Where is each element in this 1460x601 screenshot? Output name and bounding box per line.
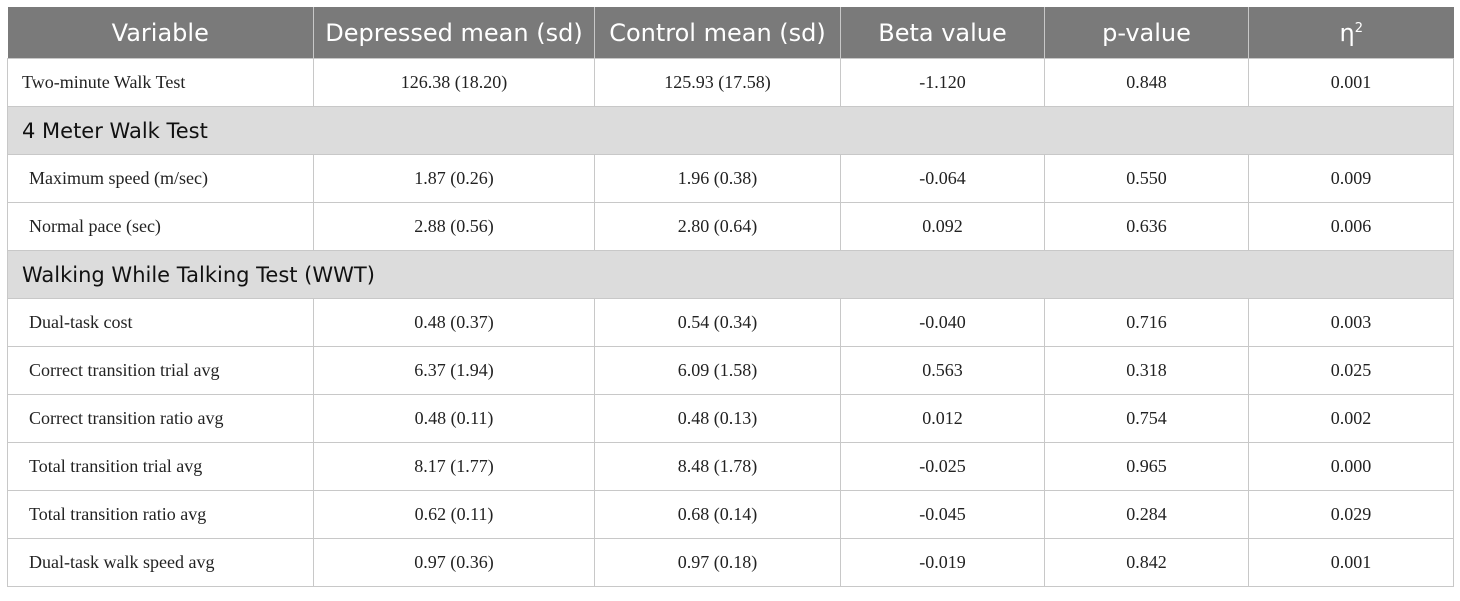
cell-beta: -0.040 <box>840 298 1045 347</box>
cell-eta2: 0.009 <box>1248 154 1454 203</box>
header-control-mean: Control mean (sd) <box>594 7 841 59</box>
cell-beta: 0.563 <box>840 346 1045 395</box>
cell-depressed: 6.37 (1.94) <box>313 346 595 395</box>
cell-variable: Maximum speed (m/sec) <box>7 154 314 203</box>
cell-p: 0.965 <box>1044 442 1249 491</box>
cell-variable: Total transition trial avg <box>7 442 314 491</box>
cell-variable: Dual-task walk speed avg <box>7 538 314 587</box>
cell-beta: 0.092 <box>840 202 1045 251</box>
header-variable: Variable <box>7 7 314 59</box>
cell-p: 0.318 <box>1044 346 1249 395</box>
table-row: Dual-task walk speed avg 0.97 (0.36) 0.9… <box>7 538 1454 587</box>
cell-eta2: 0.003 <box>1248 298 1454 347</box>
cell-beta: -0.045 <box>840 490 1045 539</box>
table-row: Normal pace (sec) 2.88 (0.56) 2.80 (0.64… <box>7 202 1454 251</box>
cell-variable: Normal pace (sec) <box>7 202 314 251</box>
cell-p: 0.636 <box>1044 202 1249 251</box>
table-header-row: Variable Depressed mean (sd) Control mea… <box>7 7 1454 59</box>
cell-p: 0.716 <box>1044 298 1249 347</box>
cell-control: 0.68 (0.14) <box>594 490 841 539</box>
cell-variable: Two-minute Walk Test <box>7 58 314 107</box>
cell-eta2: 0.000 <box>1248 442 1454 491</box>
eta-symbol: η <box>1339 18 1355 47</box>
section-row: Walking While Talking Test (WWT) <box>7 250 1454 299</box>
table-row: Two-minute Walk Test 126.38 (18.20) 125.… <box>7 58 1454 107</box>
section-title: 4 Meter Walk Test <box>7 106 1454 155</box>
cell-eta2: 0.029 <box>1248 490 1454 539</box>
cell-p: 0.550 <box>1044 154 1249 203</box>
cell-eta2: 0.025 <box>1248 346 1454 395</box>
cell-p: 0.848 <box>1044 58 1249 107</box>
cell-depressed: 0.62 (0.11) <box>313 490 595 539</box>
cell-depressed: 0.48 (0.37) <box>313 298 595 347</box>
cell-depressed: 2.88 (0.56) <box>313 202 595 251</box>
table-row: Maximum speed (m/sec) 1.87 (0.26) 1.96 (… <box>7 154 1454 203</box>
cell-beta: -0.019 <box>840 538 1045 587</box>
cell-variable: Correct transition ratio avg <box>7 394 314 443</box>
cell-beta: -0.025 <box>840 442 1045 491</box>
cell-variable: Dual-task cost <box>7 298 314 347</box>
table-row: Correct transition ratio avg 0.48 (0.11)… <box>7 394 1454 443</box>
cell-depressed: 8.17 (1.77) <box>313 442 595 491</box>
header-depressed-mean: Depressed mean (sd) <box>313 7 595 59</box>
cell-beta: -1.120 <box>840 58 1045 107</box>
cell-beta: 0.012 <box>840 394 1045 443</box>
cell-control: 125.93 (17.58) <box>594 58 841 107</box>
header-eta-squared: η2 <box>1248 7 1454 59</box>
cell-p: 0.754 <box>1044 394 1249 443</box>
cell-control: 0.54 (0.34) <box>594 298 841 347</box>
table-row: Total transition ratio avg 0.62 (0.11) 0… <box>7 490 1454 539</box>
results-table: Variable Depressed mean (sd) Control mea… <box>7 7 1454 587</box>
cell-variable: Correct transition trial avg <box>7 346 314 395</box>
cell-beta: -0.064 <box>840 154 1045 203</box>
cell-control: 0.97 (0.18) <box>594 538 841 587</box>
section-row: 4 Meter Walk Test <box>7 106 1454 155</box>
cell-p: 0.842 <box>1044 538 1249 587</box>
cell-depressed: 1.87 (0.26) <box>313 154 595 203</box>
cell-depressed: 0.48 (0.11) <box>313 394 595 443</box>
cell-eta2: 0.002 <box>1248 394 1454 443</box>
cell-control: 1.96 (0.38) <box>594 154 841 203</box>
cell-control: 6.09 (1.58) <box>594 346 841 395</box>
cell-eta2: 0.006 <box>1248 202 1454 251</box>
header-beta-value: Beta value <box>840 7 1045 59</box>
table-row: Dual-task cost 0.48 (0.37) 0.54 (0.34) -… <box>7 298 1454 347</box>
cell-control: 2.80 (0.64) <box>594 202 841 251</box>
header-p-value: p-value <box>1044 7 1249 59</box>
cell-depressed: 0.97 (0.36) <box>313 538 595 587</box>
cell-control: 8.48 (1.78) <box>594 442 841 491</box>
eta-superscript: 2 <box>1354 20 1363 36</box>
section-title: Walking While Talking Test (WWT) <box>7 250 1454 299</box>
cell-depressed: 126.38 (18.20) <box>313 58 595 107</box>
table-row: Total transition trial avg 8.17 (1.77) 8… <box>7 442 1454 491</box>
table-row: Correct transition trial avg 6.37 (1.94)… <box>7 346 1454 395</box>
cell-eta2: 0.001 <box>1248 58 1454 107</box>
cell-variable: Total transition ratio avg <box>7 490 314 539</box>
cell-control: 0.48 (0.13) <box>594 394 841 443</box>
cell-eta2: 0.001 <box>1248 538 1454 587</box>
cell-p: 0.284 <box>1044 490 1249 539</box>
